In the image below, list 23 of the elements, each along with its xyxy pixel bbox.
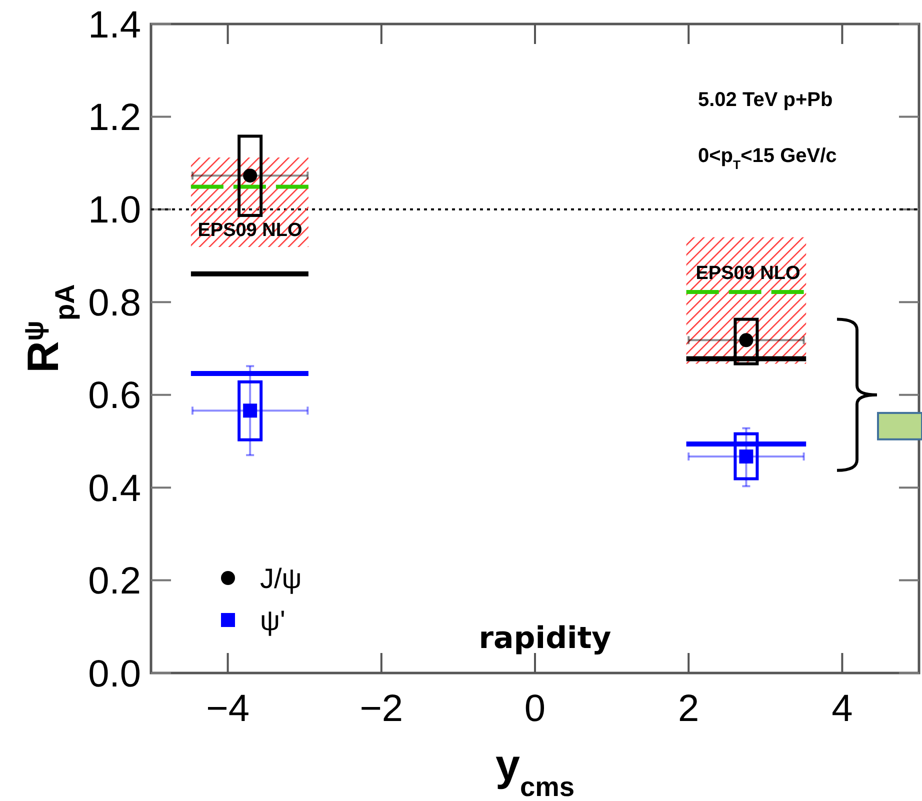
y-tick-label: 0.0	[88, 653, 141, 696]
legend-label: ψ'	[260, 605, 286, 636]
annotation: 5.02 TeV p+Pb	[698, 89, 833, 111]
y-tick-label: 0.8	[88, 282, 141, 324]
x-axis-title: y$_{cms}$	[495, 741, 575, 801]
legend-label: J/ψ	[260, 563, 302, 594]
bar	[238, 380, 263, 442]
point	[243, 404, 258, 418]
y-tick-label: 1.4	[88, 4, 141, 46]
bar	[238, 134, 263, 217]
x-tick-label: 4	[832, 688, 853, 730]
x-tick-label: −4	[206, 688, 250, 730]
annotation: 0<p$_{T}$<15 GeV/c	[698, 145, 837, 172]
annotation: rapidity	[478, 621, 612, 656]
y-tick-label: 0.4	[88, 468, 141, 510]
y-tick-label: 0.6	[88, 375, 141, 418]
x-tick-label: 0	[524, 688, 546, 730]
y-tick-label: 0.2	[88, 560, 141, 603]
x-tick-label: −2	[360, 688, 404, 730]
x-tick-label: 2	[678, 688, 700, 730]
y-tick-label: 1.0	[88, 190, 141, 232]
y-tick-label: 1.2	[88, 97, 141, 140]
point	[243, 168, 258, 183]
